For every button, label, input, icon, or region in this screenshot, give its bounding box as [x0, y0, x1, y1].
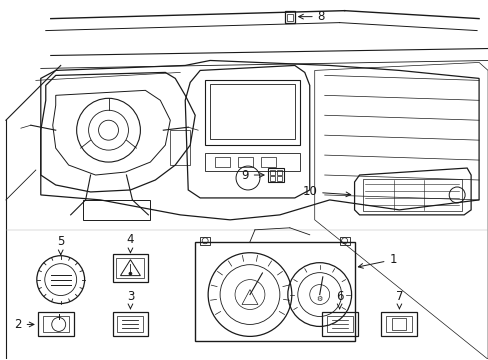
Bar	[195, 242, 354, 341]
Bar	[170, 130, 190, 165]
Bar	[269, 176, 274, 181]
Bar	[210, 84, 294, 139]
Bar	[112, 254, 148, 282]
Bar	[38, 312, 74, 336]
Text: 9: 9	[241, 168, 264, 181]
Text: 2: 2	[14, 318, 34, 331]
Bar	[42, 316, 68, 332]
Text: 1: 1	[358, 253, 396, 268]
Bar	[362, 179, 461, 211]
Bar	[392, 319, 406, 330]
Bar	[339, 237, 349, 245]
Bar	[276, 176, 281, 181]
Text: ⚙: ⚙	[316, 296, 322, 302]
Bar	[112, 312, 148, 336]
Bar	[238, 157, 252, 167]
Bar	[326, 316, 352, 332]
Text: 7: 7	[395, 290, 402, 309]
Bar	[386, 316, 411, 332]
Bar	[116, 258, 144, 278]
Text: 10: 10	[302, 185, 350, 198]
Bar	[321, 312, 357, 336]
Circle shape	[129, 272, 132, 275]
Bar	[276, 170, 281, 175]
Bar	[286, 14, 292, 21]
Bar	[269, 170, 274, 175]
Text: 4: 4	[126, 233, 134, 253]
Text: 5: 5	[57, 235, 64, 255]
Bar	[215, 157, 229, 167]
Bar	[285, 11, 294, 23]
Bar	[261, 157, 275, 167]
Bar	[381, 312, 416, 336]
Bar	[117, 316, 143, 332]
Text: 3: 3	[126, 290, 134, 309]
Text: 8: 8	[298, 10, 325, 23]
Bar	[205, 153, 299, 171]
Bar	[200, 237, 210, 245]
Bar	[205, 80, 299, 145]
Bar	[82, 200, 150, 220]
Text: 6: 6	[335, 290, 343, 309]
Bar	[267, 168, 283, 182]
